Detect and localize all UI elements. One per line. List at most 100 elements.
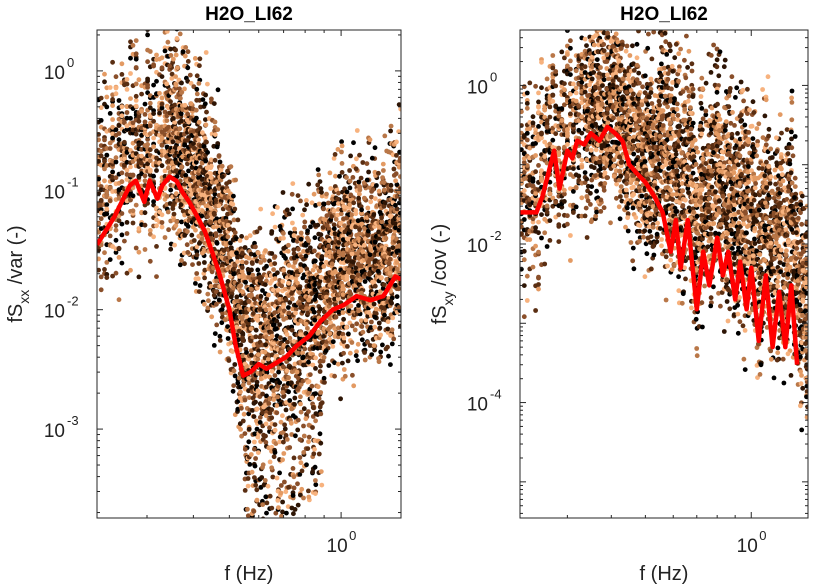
scatter-point [318, 186, 324, 192]
scatter-point [388, 298, 394, 304]
scatter-point [147, 258, 153, 264]
scatter-point [184, 242, 190, 248]
scatter-point [110, 103, 115, 108]
scatter-point [216, 203, 222, 209]
scatter-point [378, 289, 383, 294]
scatter-point [357, 191, 362, 197]
scatter-point [169, 76, 175, 81]
scatter-point [208, 206, 214, 211]
scatter-point [290, 493, 296, 498]
scatter-point [324, 222, 330, 228]
scatter-point [187, 72, 193, 78]
scatter-point [327, 315, 333, 321]
scatter-point [359, 324, 365, 329]
scatter-point [317, 404, 323, 410]
scatter-point [263, 384, 269, 390]
scatter-point [202, 275, 208, 281]
y-tick-exponent: -3 [67, 413, 79, 428]
scatter-point [142, 247, 148, 252]
scatter-point [317, 294, 323, 300]
scatter-point [202, 186, 208, 191]
scatter-point [116, 297, 122, 303]
scatter-point [291, 455, 297, 461]
scatter-point [147, 168, 153, 174]
scatter-point [382, 133, 388, 139]
y-tick-label: 10 [44, 302, 65, 323]
scatter-point [306, 391, 311, 396]
scatter-point [303, 253, 309, 259]
scatter-point [352, 327, 358, 333]
scatter-point [384, 277, 390, 282]
scatter-point [164, 81, 170, 87]
scatter-point [212, 157, 218, 163]
scatter-point [331, 222, 337, 228]
scatter-point [231, 285, 237, 291]
scatter-point [315, 167, 321, 173]
scatter-point [559, 49, 565, 55]
scatter-point [257, 274, 263, 280]
scatter-point [113, 155, 119, 161]
scatter-point [394, 266, 400, 272]
scatter-point [565, 221, 570, 227]
scatter-point [136, 249, 142, 255]
scatter-point [527, 237, 533, 243]
scatter-point [208, 283, 214, 289]
scatter-point [185, 250, 191, 255]
scatter-point [171, 116, 176, 121]
scatter-point [350, 175, 356, 180]
scatter-point [305, 228, 310, 234]
scatter-point [107, 198, 113, 204]
scatter-point [255, 267, 261, 273]
scatter-point [246, 388, 252, 394]
scatter-point [239, 234, 245, 239]
scatter-point [319, 400, 325, 406]
scatter-point [203, 92, 209, 98]
scatter-point [293, 433, 298, 439]
scatter-point [170, 148, 176, 154]
scatter-point [324, 213, 330, 219]
scatter-point [275, 498, 281, 503]
scatter-point [102, 166, 107, 172]
scatter-point [382, 312, 387, 318]
scatter-point [378, 349, 384, 355]
scatter-point [262, 257, 267, 263]
scatter-point [168, 53, 174, 58]
scatter-point [122, 238, 127, 244]
scatter-point [217, 333, 223, 339]
scatter-point [301, 406, 307, 412]
x-axis-label: f (Hz) [225, 563, 274, 585]
scatter-point [256, 348, 262, 354]
scatter-point [238, 389, 243, 395]
scatter-point [116, 245, 122, 251]
scatter-point [353, 224, 358, 230]
scatter-point [380, 175, 385, 181]
scatter-point [290, 466, 296, 471]
scatter-point [253, 482, 259, 488]
scatter-point [98, 287, 104, 293]
scatter-point [330, 275, 336, 280]
scatter-point [316, 451, 322, 457]
scatter-point [263, 248, 268, 254]
scatter-point [539, 59, 544, 65]
scatter-point [260, 410, 265, 416]
scatter-point [228, 274, 233, 279]
scatter-point [162, 235, 168, 240]
scatter-point [202, 267, 208, 273]
scatter-point [521, 314, 527, 320]
scatter-point [299, 468, 305, 474]
scatter-point [300, 212, 306, 218]
scatter-point [239, 265, 245, 270]
scatter-point [312, 258, 318, 264]
scatter-point [387, 213, 393, 219]
scatter-point [145, 78, 151, 84]
scatter-point [159, 224, 165, 230]
scatter-point [234, 324, 240, 330]
scatter-point [362, 226, 367, 231]
scatter-point [397, 243, 401, 249]
scatter-point [306, 379, 312, 384]
scatter-point [199, 160, 205, 166]
scatter-point [368, 325, 374, 330]
scatter-point [275, 270, 280, 276]
scatter-point [119, 232, 125, 238]
scatter-point [562, 81, 567, 86]
